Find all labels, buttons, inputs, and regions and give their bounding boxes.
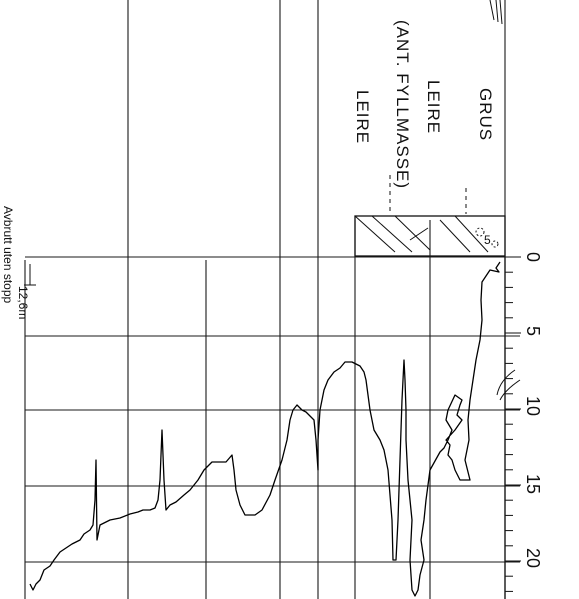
layer-label-leire-upper: LEIRE (424, 80, 443, 134)
depth-ruler (504, 256, 521, 599)
depth-label-20: 20 (523, 548, 543, 568)
layer-label-fyllmasse: (ANT. FYLLMASSE) (393, 20, 412, 189)
annotation-scribbles (489, 0, 521, 401)
layer-label-leire-lower: LEIRE (353, 90, 372, 144)
soil-profile-box: 5 (354, 175, 506, 257)
depth-label-0: 0 (523, 252, 543, 262)
depth-label-15: 15 (523, 474, 543, 494)
svg-text:5: 5 (484, 233, 491, 247)
horizontal-grid-lines (25, 256, 520, 563)
depth-label-10: 10 (523, 396, 543, 416)
termination-note: Avbrutt uten stopp (1, 206, 15, 304)
layer-label-grus: GRUS (476, 88, 495, 141)
termination-notes: 12,6m Avbrutt uten stopp (1, 206, 36, 319)
depth-tick-labels: 0 5 10 15 20 (523, 252, 543, 568)
resistance-trace (29, 261, 501, 597)
depth-label-5: 5 (523, 326, 543, 336)
depth-note: 12,6m (16, 286, 30, 319)
soil-layer-labels: GRUS LEIRE (ANT. FYLLMASSE) LEIRE (353, 20, 495, 189)
